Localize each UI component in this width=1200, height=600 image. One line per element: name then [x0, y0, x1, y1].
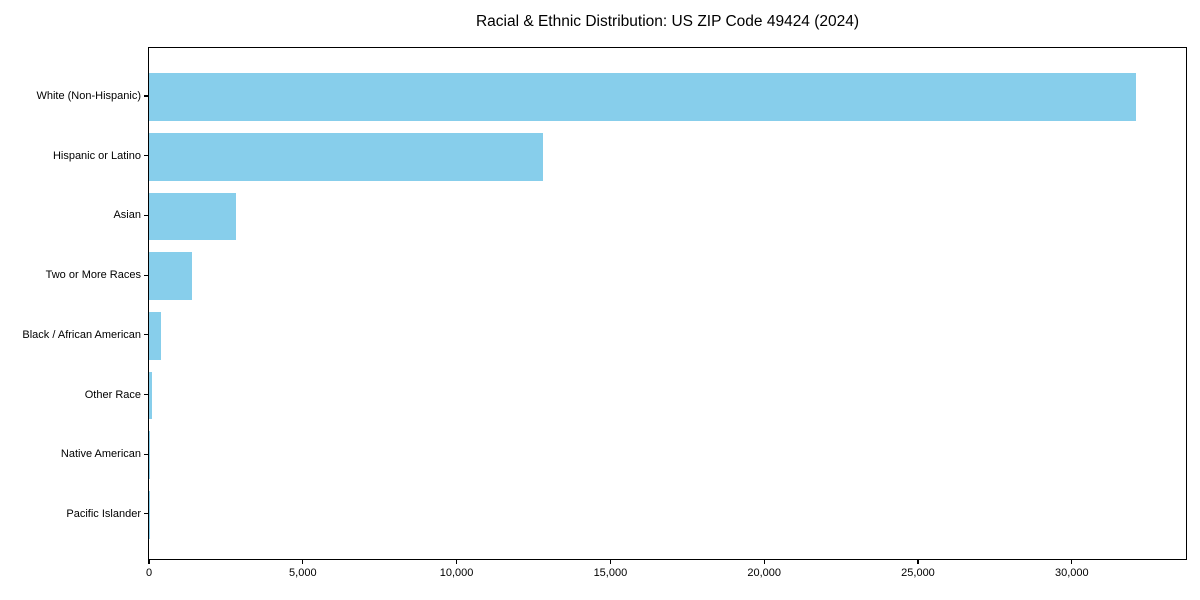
y-tick-label: Two or More Races — [45, 269, 141, 282]
y-tick-label: Black / African American — [22, 328, 141, 341]
bar — [149, 371, 153, 420]
bar — [149, 311, 162, 360]
x-tick-mark — [917, 560, 919, 564]
x-tick-mark — [609, 560, 611, 564]
chart-title: Racial & Ethnic Distribution: US ZIP Cod… — [475, 13, 860, 30]
y-tick-mark — [144, 453, 148, 455]
x-tick-mark — [302, 560, 304, 564]
bar — [149, 73, 1137, 121]
y-tick-mark — [144, 513, 148, 515]
bar — [149, 252, 193, 300]
plot-area — [148, 47, 1187, 560]
x-tick-label: 20,000 — [747, 567, 782, 579]
y-tick-label: Hispanic or Latino — [52, 149, 141, 162]
y-tick-label: Asian — [113, 209, 141, 222]
x-tick-label: 30,000 — [1054, 567, 1089, 579]
y-tick-mark — [144, 393, 148, 396]
x-tick-label: 15,000 — [593, 567, 628, 579]
y-tick-mark — [144, 95, 148, 97]
bar — [149, 132, 543, 181]
x-tick-mark — [455, 560, 458, 564]
y-tick-mark — [144, 155, 148, 157]
y-tick-label: Pacific Islander — [66, 507, 141, 520]
x-tick-label: 5,000 — [289, 567, 317, 579]
y-tick-label: Other Race — [84, 388, 141, 401]
x-tick-label: 0 — [145, 567, 153, 579]
x-tick-mark — [763, 560, 765, 564]
y-tick-mark — [144, 274, 148, 276]
y-tick-mark — [144, 334, 148, 336]
x-tick-label: 10,000 — [439, 567, 474, 579]
x-tick-label: 25,000 — [901, 567, 935, 579]
y-tick-mark — [144, 214, 148, 216]
y-tick-label: White (Non-Hispanic) — [36, 90, 141, 102]
y-tick-label: Native American — [60, 448, 141, 461]
x-tick-mark — [1071, 560, 1073, 564]
bar — [149, 192, 237, 241]
bar — [149, 431, 151, 480]
x-tick-mark — [148, 560, 150, 564]
